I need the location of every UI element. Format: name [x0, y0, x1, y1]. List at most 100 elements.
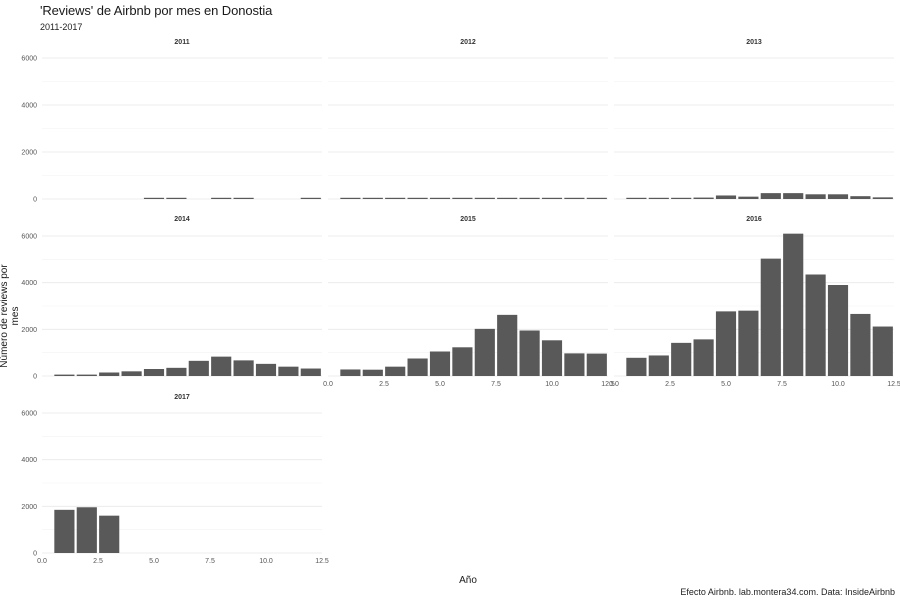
bar: [385, 366, 406, 376]
y-tick-label: 4000: [21, 103, 37, 110]
y-tick-label: 4000: [21, 457, 37, 464]
bar: [278, 366, 299, 376]
bar: [715, 195, 737, 199]
x-tick-label: 12.5: [887, 381, 900, 388]
bar: [166, 197, 187, 199]
bar: [188, 360, 209, 376]
bar: [783, 233, 804, 376]
bar: [586, 353, 607, 376]
bar: [738, 310, 759, 376]
y-tick-label: 0: [33, 551, 37, 558]
bar: [143, 369, 165, 376]
bar: [715, 311, 737, 376]
bar: [497, 197, 518, 199]
bar: [76, 374, 97, 376]
bar: [474, 197, 495, 199]
x-tick-label: 0.0: [609, 381, 619, 388]
x-tick-label: 12.5: [315, 558, 329, 565]
y-tick-label: 6000: [21, 56, 37, 63]
facet-title: 2016: [746, 216, 762, 223]
facet-panel-2016: 2016 0.0 2.5 5.0 7.5 10.0 12.5: [609, 216, 900, 388]
bar: [648, 197, 669, 199]
bar: [340, 197, 361, 199]
bar: [233, 197, 254, 199]
chart-subtitle: 2011-2017: [40, 22, 83, 32]
bar: [564, 197, 585, 199]
facet-panel-2013: 2013: [614, 39, 894, 200]
facet-title: 2013: [746, 39, 762, 46]
x-tick-label: 5.0: [149, 558, 159, 565]
bar: [519, 197, 540, 199]
bar: [54, 374, 75, 376]
facet-title: 2015: [460, 216, 476, 223]
facet-title: 2011: [174, 39, 189, 46]
bar: [300, 197, 321, 199]
bar: [76, 507, 97, 553]
chart-title: 'Reviews' de Airbnb por mes en Donostia: [40, 3, 273, 18]
bar: [452, 197, 473, 199]
x-tick-label: 7.5: [205, 558, 215, 565]
bar: [385, 197, 406, 199]
bar: [54, 509, 75, 553]
y-tick-label: 6000: [21, 234, 37, 241]
bar: [143, 197, 165, 199]
bar: [121, 371, 142, 376]
x-tick-label: 10.0: [545, 381, 559, 388]
bar: [407, 358, 428, 376]
facet-title: 2014: [174, 216, 190, 223]
bar: [850, 196, 871, 199]
bar: [693, 197, 714, 199]
facet-panel-2014: 2014: [42, 216, 322, 377]
bar: [255, 363, 277, 376]
bar: [648, 355, 669, 376]
y-tick-label: 4000: [21, 280, 37, 287]
x-tick-label: 7.5: [777, 381, 787, 388]
bar: [850, 313, 871, 376]
x-tick-label: 0.0: [37, 558, 47, 565]
bar: [340, 369, 361, 376]
bar: [872, 197, 893, 199]
x-tick-label: 0.0: [323, 381, 333, 388]
x-tick-label: 2.5: [93, 558, 103, 565]
bar: [166, 367, 187, 376]
y-tick-label: 2000: [21, 504, 37, 511]
bar: [872, 326, 893, 376]
bar: [626, 357, 647, 376]
y-tick-label: 0: [33, 197, 37, 204]
y-tick-label: 2000: [21, 327, 37, 334]
bar: [429, 197, 451, 199]
bar: [362, 369, 383, 376]
bar: [211, 356, 232, 376]
bar: [362, 197, 383, 199]
facet-panel-2015: 2015 0.0 2.5 5.0 7.5 10.0 12.5: [323, 216, 615, 388]
bar: [519, 330, 540, 376]
x-tick-label: 2.5: [379, 381, 389, 388]
x-tick-label: 10.0: [831, 381, 845, 388]
bar: [497, 314, 518, 376]
bar: [827, 194, 849, 199]
x-tick-label: 12.5: [601, 381, 615, 388]
bar: [300, 368, 321, 376]
bar: [805, 194, 826, 199]
bar: [738, 196, 759, 199]
y-tick-label: 6000: [21, 411, 37, 418]
bar: [211, 197, 232, 199]
bar: [805, 274, 826, 376]
x-tick-label: 5.0: [435, 381, 445, 388]
x-axis-label: Año: [459, 575, 477, 586]
facet-panel-2017: 2017 0.0 2.5 5.0 7.5 10.0 12.5: [37, 394, 329, 565]
bar: [99, 372, 120, 376]
x-tick-label: 7.5: [491, 381, 501, 388]
facet-panel-2012: 2012: [328, 39, 608, 200]
bar: [474, 328, 495, 376]
bar: [760, 258, 781, 376]
bar: [452, 347, 473, 376]
bar: [541, 197, 563, 199]
bar: [827, 285, 849, 376]
bar: [429, 351, 451, 376]
chart-caption: Efecto Airbnb. lab.montera34.com. Data: …: [680, 587, 895, 597]
bar: [783, 193, 804, 199]
x-tick-label: 2.5: [665, 381, 675, 388]
bar: [760, 193, 781, 199]
x-tick-label: 5.0: [721, 381, 731, 388]
